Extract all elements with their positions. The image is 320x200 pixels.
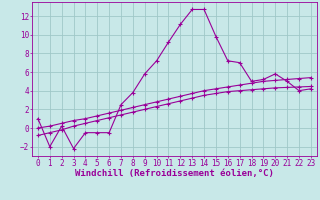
X-axis label: Windchill (Refroidissement éolien,°C): Windchill (Refroidissement éolien,°C) xyxy=(75,169,274,178)
